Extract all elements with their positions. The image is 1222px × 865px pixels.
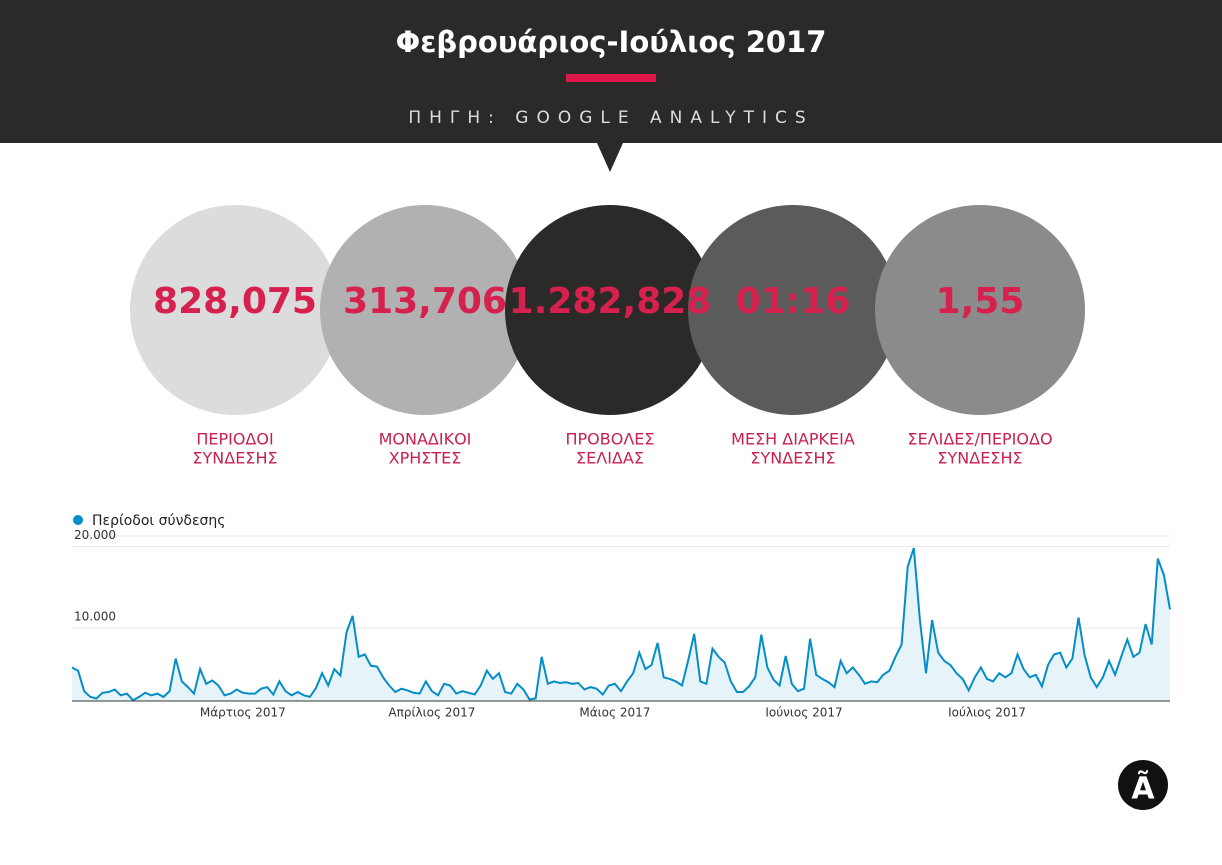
x-tick-label: Μάιος 2017 bbox=[579, 706, 650, 720]
kpi-value: 828,075 bbox=[153, 281, 317, 322]
pointer bbox=[597, 143, 623, 172]
kpi-label: ΜΟΝΑΔΙΚΟΙ bbox=[379, 430, 472, 449]
x-tick-label: Μάρτιος 2017 bbox=[200, 706, 286, 720]
kpi-label: ΠΡΟΒΟΛΕΣ bbox=[565, 430, 654, 449]
kpi-value: 01:16 bbox=[736, 281, 851, 322]
y-tick-label: 10.000 bbox=[74, 610, 116, 624]
area bbox=[72, 548, 1170, 701]
kpi-circle bbox=[875, 205, 1085, 415]
kpi-label: ΧΡΗΣΤΕΣ bbox=[389, 449, 462, 468]
kpi-circle bbox=[130, 205, 340, 415]
line bbox=[71, 547, 1171, 702]
kpi-circle bbox=[320, 205, 530, 415]
kpi-label: ΜΕΣΗ ΔΙΑΡΚΕΙΑ bbox=[731, 430, 855, 449]
legend-label: Περίοδοι σύνδεσης bbox=[92, 513, 226, 529]
y-tick-label: 20.000 bbox=[74, 528, 116, 542]
kpi-label: ΠΕΡΙΟΔΟΙ bbox=[196, 430, 273, 449]
kpi-label: ΣΥΝΔΕΣΗΣ bbox=[750, 449, 835, 468]
kpi-label: ΣΕΛΙΔΕΣ/ΠΕΡΙΟΔΟ bbox=[907, 430, 1052, 449]
title: Φεβρουάριος-Ιούλιος 2017 bbox=[396, 25, 827, 59]
header-bar bbox=[0, 0, 1222, 143]
source: ΠΗΓΗ: GOOGLE ANALYTICS bbox=[408, 108, 813, 128]
x-tick-label: Απρίλιος 2017 bbox=[388, 706, 475, 720]
title-underline bbox=[566, 74, 656, 82]
kpi-label: ΣΕΛΙΔΑΣ bbox=[576, 449, 644, 468]
x-tick-label: Ιούνιος 2017 bbox=[765, 706, 842, 720]
kpi-value: 1,55 bbox=[936, 281, 1025, 322]
kpi-value: 313,706 bbox=[343, 281, 507, 322]
logo-circle bbox=[1118, 760, 1168, 810]
kpi-circle bbox=[688, 205, 898, 415]
legend-marker bbox=[73, 515, 83, 525]
kpi-value: 1.282,828 bbox=[509, 281, 712, 322]
kpi-circle bbox=[505, 205, 715, 415]
kpi-label: ΣΥΝΔΕΣΗΣ bbox=[937, 449, 1022, 468]
logo: Ã bbox=[1131, 770, 1155, 807]
x-tick-label: Ιούλιος 2017 bbox=[948, 706, 1026, 720]
kpi-label: ΣΥΝΔΕΣΗΣ bbox=[192, 449, 277, 468]
